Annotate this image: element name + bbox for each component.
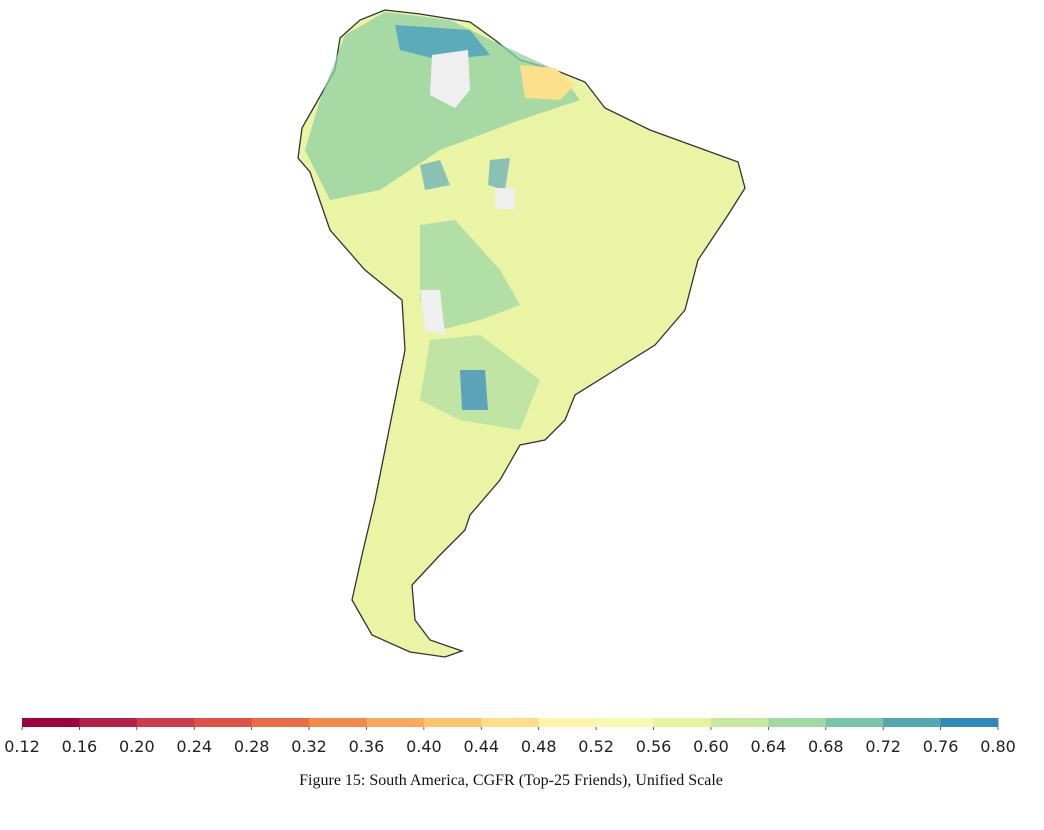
colorbar-segment <box>883 718 942 727</box>
colorbar-segment <box>596 718 655 727</box>
colorbar-segment <box>538 718 597 727</box>
tick-label: 0.56 <box>636 737 672 756</box>
region-amazon-blue <box>420 158 510 190</box>
tick-label: 0.32 <box>291 737 327 756</box>
region-gray <box>420 50 515 335</box>
tick-label: 0.44 <box>463 737 499 756</box>
colorbar-segment <box>481 718 540 727</box>
colorbar-segment <box>136 718 195 727</box>
region-guiana <box>520 65 575 100</box>
colorbar-segment <box>194 718 253 727</box>
colorbar-segment <box>309 718 367 727</box>
tick-label: 0.72 <box>865 737 901 756</box>
tick-label: 0.28 <box>234 737 270 756</box>
caption: Figure 15: South America, CGFR (Top-25 F… <box>299 772 723 789</box>
tick-label: 0.16 <box>62 737 98 756</box>
colorbar-segment <box>940 718 999 727</box>
map <box>297 9 746 658</box>
tick-label: 0.12 <box>4 737 40 756</box>
region-argentina-blue <box>460 370 488 410</box>
tick-label: 0.48 <box>521 737 557 756</box>
continent <box>297 9 746 658</box>
tick-label: 0.80 <box>980 737 1016 756</box>
colorbar-segment <box>22 718 80 727</box>
tick-label: 0.20 <box>119 737 155 756</box>
region-bolivia <box>420 220 520 330</box>
tick-label: 0.76 <box>923 737 959 756</box>
tick-label: 0.24 <box>176 737 212 756</box>
colorbar-segment <box>825 718 884 727</box>
colorbar-segment <box>366 718 425 727</box>
region-north <box>305 12 580 200</box>
tick-label: 0.52 <box>578 737 614 756</box>
tick-label: 0.40 <box>406 737 442 756</box>
tick-label: 0.36 <box>349 737 385 756</box>
colorbar-segment <box>768 718 827 727</box>
tick-label: 0.68 <box>808 737 844 756</box>
tick-label: 0.64 <box>751 737 787 756</box>
colorbar-segment <box>423 718 482 727</box>
colorbar-segment <box>79 718 138 727</box>
colorbar: 0.12 0.16 0.20 0.24 0.28 0.32 0.36 0.40 0.44 0.48… <box>4 718 1016 756</box>
colorbar-segment <box>653 718 712 727</box>
colorbar-segment <box>251 718 310 727</box>
colorbar-segment <box>710 718 769 727</box>
tick-label: 0.60 <box>693 737 729 756</box>
